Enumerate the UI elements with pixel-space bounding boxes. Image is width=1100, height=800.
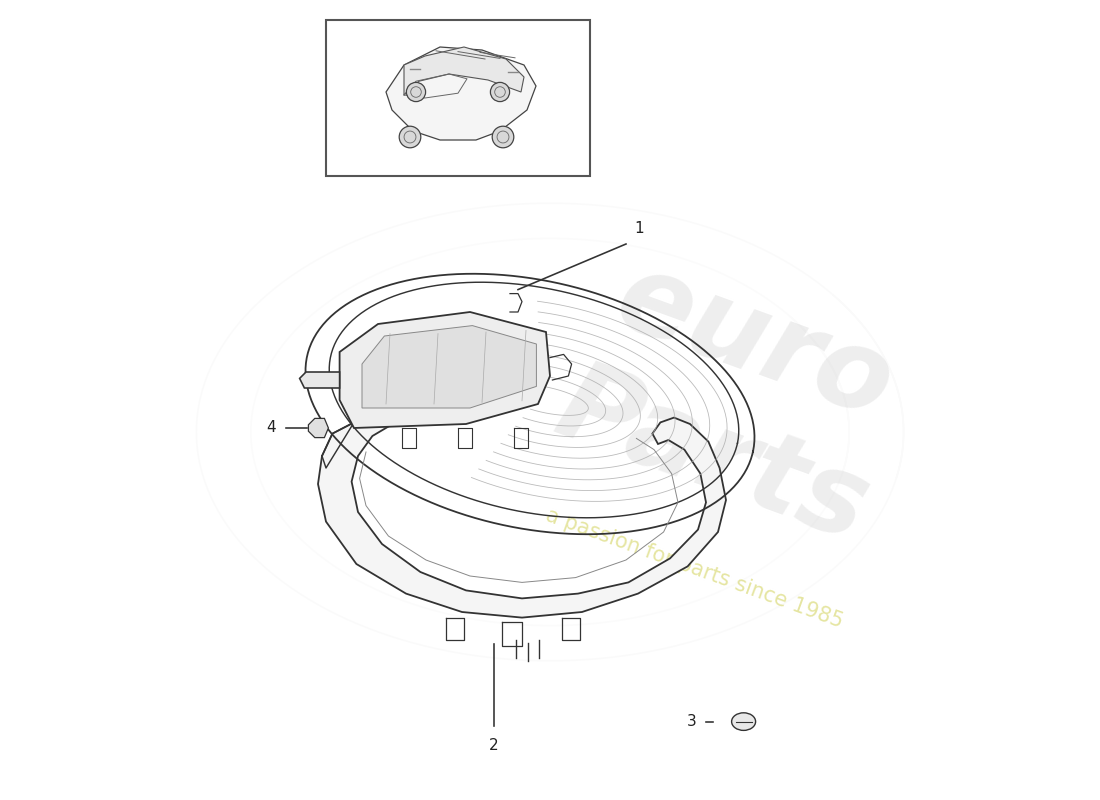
Polygon shape <box>340 312 550 428</box>
Text: 3: 3 <box>686 714 696 729</box>
Text: 1: 1 <box>634 221 643 236</box>
Polygon shape <box>318 418 726 618</box>
Text: a passion for parts since 1985: a passion for parts since 1985 <box>542 505 846 631</box>
Polygon shape <box>404 47 524 95</box>
Text: 4: 4 <box>266 421 276 435</box>
Polygon shape <box>362 326 537 408</box>
Circle shape <box>491 82 509 102</box>
Circle shape <box>406 82 426 102</box>
Bar <box>326 20 590 176</box>
Text: 2: 2 <box>490 738 498 753</box>
Polygon shape <box>308 418 329 438</box>
Circle shape <box>492 126 514 148</box>
Ellipse shape <box>732 713 756 730</box>
Text: euro
Parts: euro Parts <box>542 236 925 564</box>
Polygon shape <box>386 47 536 140</box>
Polygon shape <box>299 372 340 388</box>
Circle shape <box>399 126 421 148</box>
